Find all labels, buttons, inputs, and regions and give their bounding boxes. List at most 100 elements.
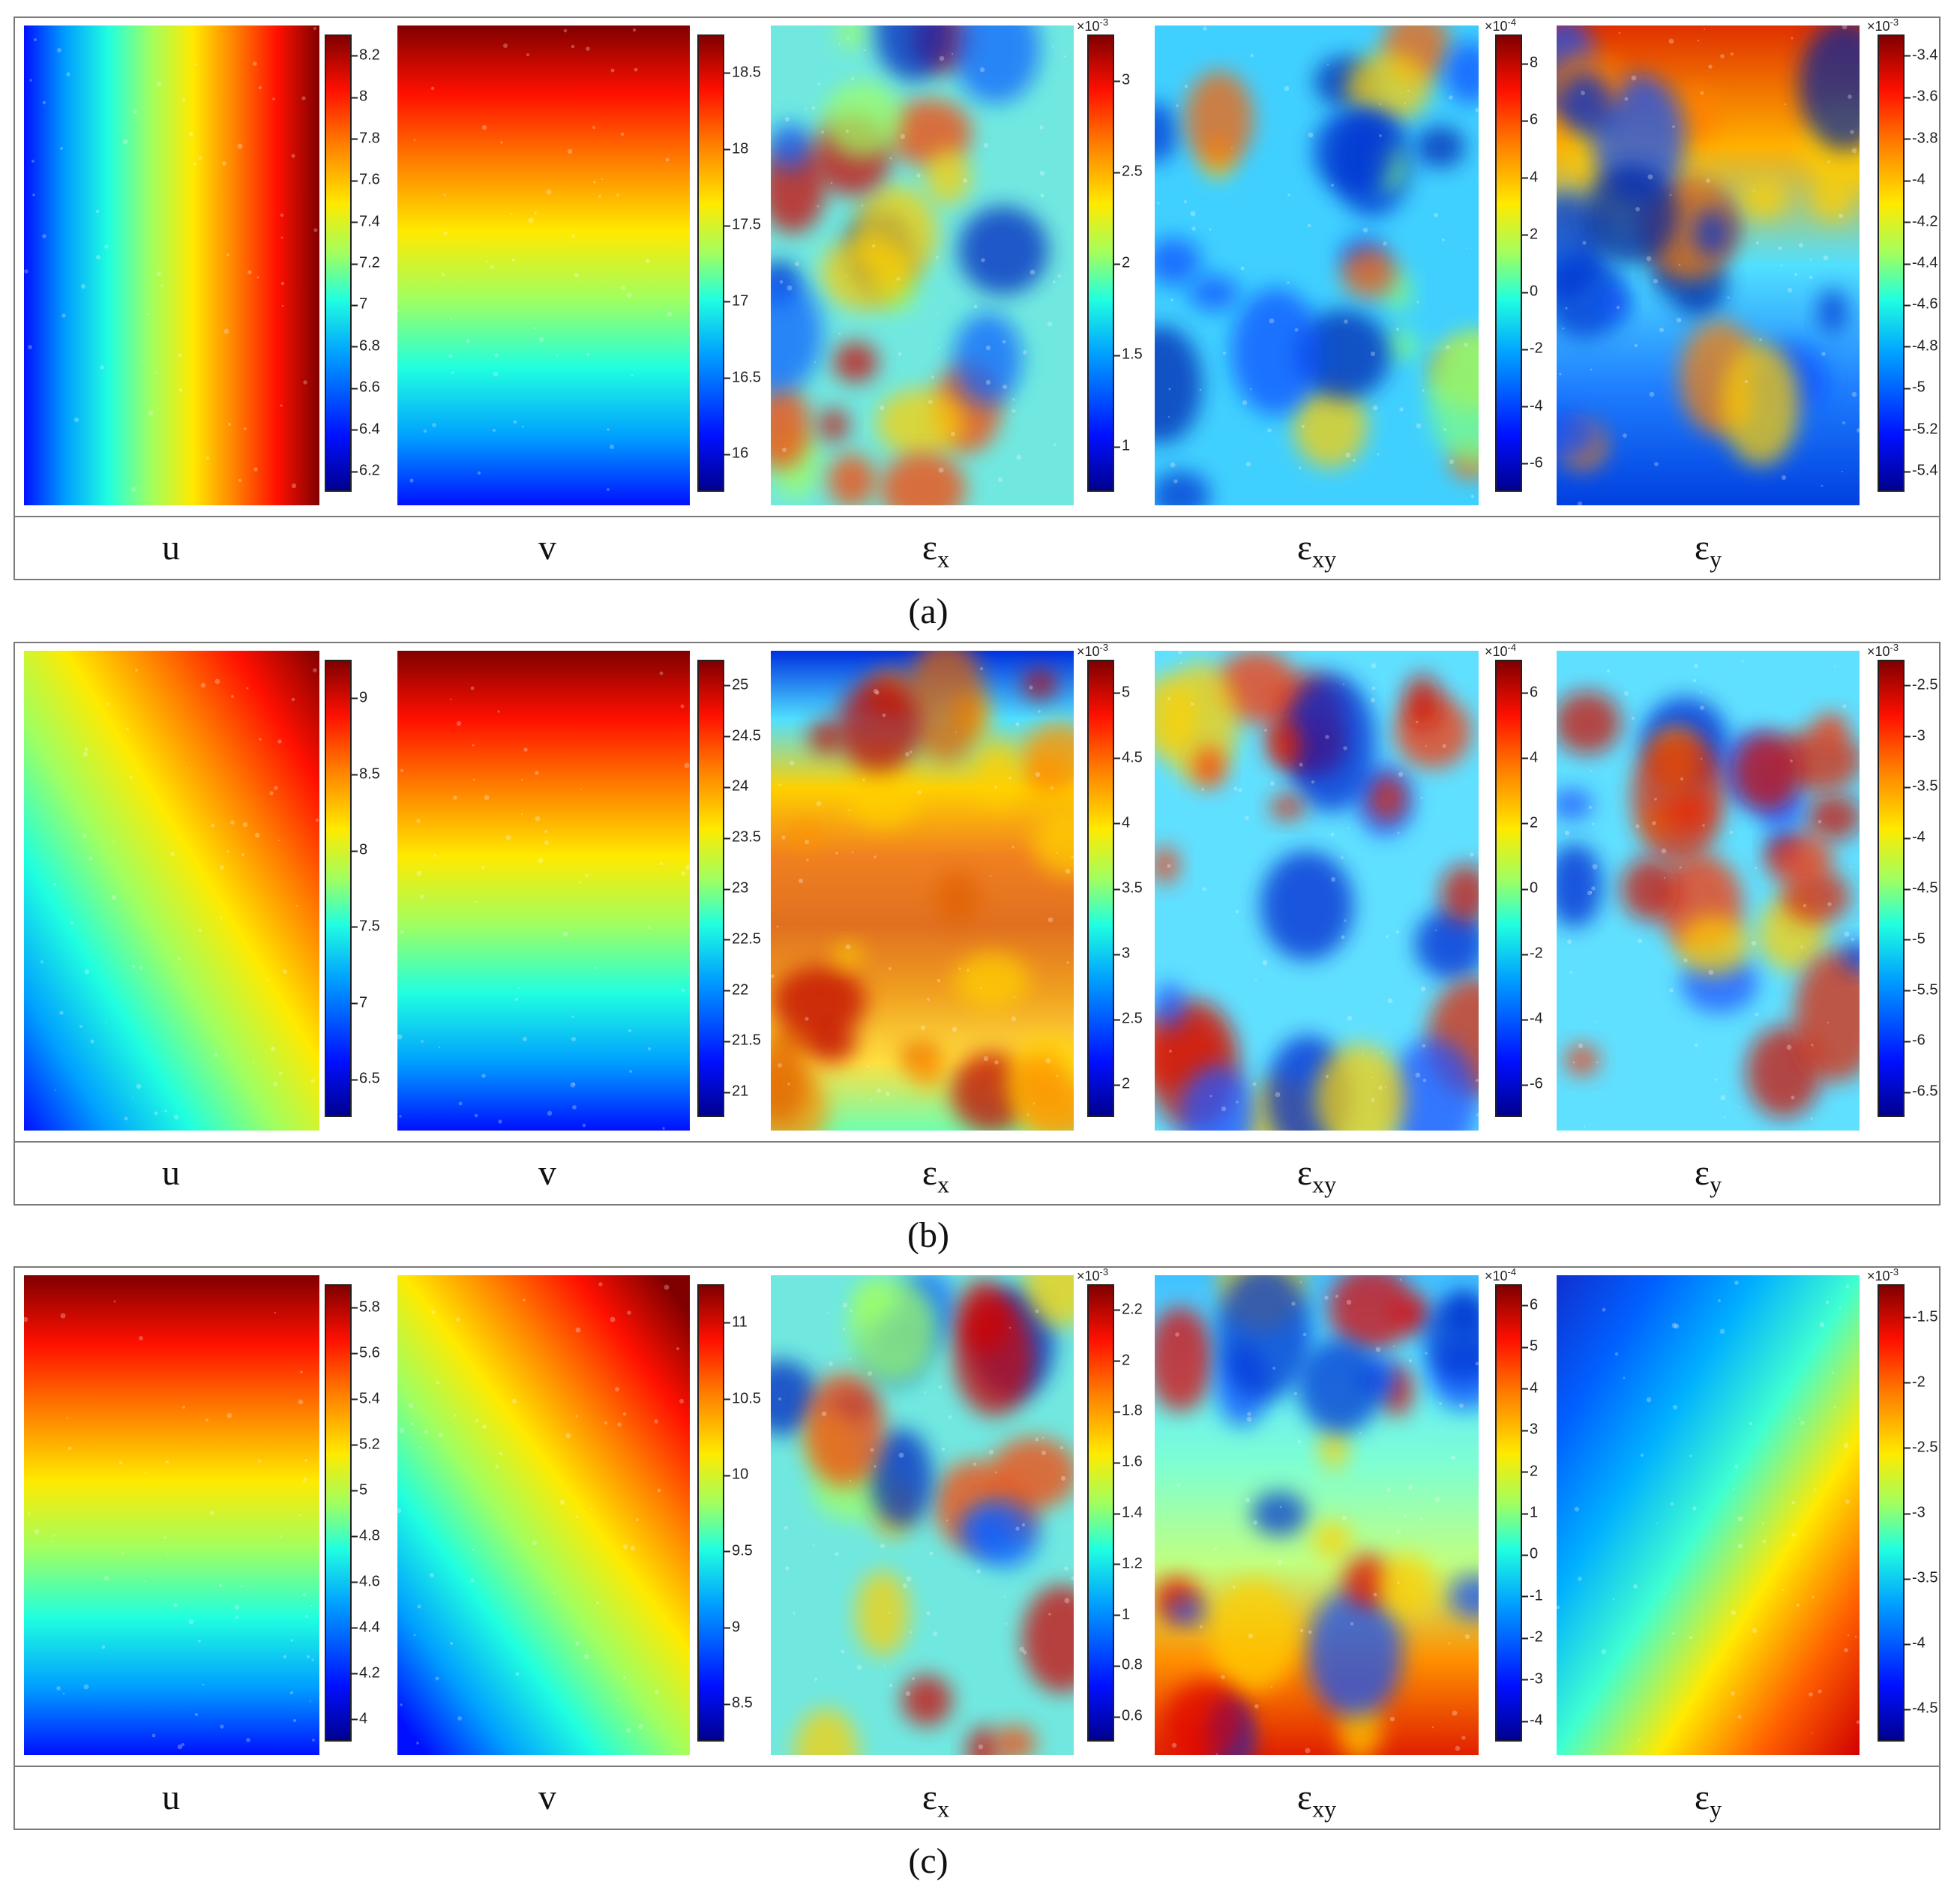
colorbar-tick-label: -4.5 — [1904, 879, 1938, 897]
colorbar-tick-label: -4 — [1522, 397, 1543, 415]
colorbar-tick-label: 8.5 — [724, 1694, 753, 1712]
colorbar-tick-label: -3 — [1905, 727, 1926, 744]
contour-map — [1155, 651, 1479, 1131]
colorbar-tick-label: 8.2 — [352, 46, 380, 64]
colorbar-tick-label: 3 — [1113, 945, 1131, 962]
panel-caption: (c) — [908, 1841, 949, 1881]
colorbar-tick-label: 4.5 — [1114, 749, 1143, 766]
colorbar-tick-label: 5 — [351, 1481, 368, 1498]
colorbar-tick-label: 5 — [1113, 684, 1131, 701]
colorbar-tick-label: 5.4 — [352, 1390, 380, 1406]
column-label: εxy — [1296, 1153, 1337, 1198]
colorbar — [1495, 1284, 1522, 1742]
colorbar — [325, 1284, 352, 1742]
colorbar-tick-label: -5 — [1905, 379, 1926, 396]
colorbar-tick-label: 8 — [351, 88, 368, 105]
colorbar-exponent: ×10-3 — [1867, 16, 1899, 34]
colorbar-tick-label: 3 — [1113, 71, 1131, 88]
colorbar-tick-label: 2.5 — [1114, 163, 1143, 180]
colorbar-tick-label: 5.2 — [352, 1436, 380, 1452]
colorbar-tick-label: 6.6 — [352, 379, 380, 396]
colorbar-exponent: ×10-4 — [1485, 642, 1517, 659]
colorbar-tick-label: 2 — [1521, 226, 1539, 243]
colorbar-tick-label: 2.2 — [1114, 1301, 1143, 1318]
colorbar-tick-label: 4.4 — [352, 1619, 380, 1635]
contour-map — [1557, 1275, 1860, 1755]
colorbar-tick-label: 1.5 — [1114, 346, 1143, 363]
colorbar-tick-label: 2 — [1113, 1075, 1131, 1092]
contour-map — [397, 25, 690, 505]
colorbar-tick-label: 4 — [351, 1710, 368, 1727]
colorbar-tick-label: 18.5 — [724, 64, 761, 81]
colorbar-tick-label: 10 — [724, 1466, 749, 1483]
colorbar-tick-label: 6.2 — [352, 462, 380, 479]
colorbar-tick-label: -4.6 — [1904, 295, 1938, 313]
colorbar-tick-label: -4.8 — [1904, 337, 1938, 355]
colorbar-tick-label: 6 — [1521, 684, 1539, 701]
colorbar-tick-label: 1.4 — [1114, 1504, 1143, 1521]
colorbar-tick-label: 16 — [724, 445, 749, 462]
colorbar-tick-label: 8 — [351, 841, 368, 858]
colorbar-tick-label: 10.5 — [724, 1390, 761, 1406]
contour-map — [1557, 25, 1860, 505]
colorbar-exponent: ×10-3 — [1077, 1266, 1109, 1283]
colorbar-tick-label: -3 — [1522, 1670, 1543, 1688]
contour-map — [1557, 651, 1860, 1131]
colorbar-tick-label: -2 — [1522, 340, 1543, 357]
contour-map — [1155, 25, 1479, 505]
colorbar-tick-label: 23 — [724, 879, 749, 897]
colorbar-tick-label: -4 — [1905, 1634, 1926, 1652]
colorbar-tick-label: 4.6 — [352, 1573, 380, 1589]
colorbar-tick-label: 18 — [724, 140, 749, 157]
colorbar-tick-label: 21 — [724, 1083, 749, 1100]
column-label: v — [538, 1778, 556, 1817]
colorbar-tick-label: -2 — [1522, 945, 1543, 962]
colorbar-tick-label: -3.8 — [1904, 130, 1938, 147]
colorbar-tick-label: -6 — [1522, 1075, 1543, 1092]
colorbar-tick-label: 1 — [1113, 1606, 1131, 1623]
panel-frame — [13, 1266, 1941, 1830]
contour-map — [771, 1275, 1074, 1755]
colorbar — [1495, 660, 1522, 1117]
colorbar-tick-label: -4 — [1905, 171, 1926, 188]
colorbar-tick-label: 8.5 — [352, 765, 380, 782]
colorbar-tick-label: -6 — [1905, 1032, 1926, 1049]
colorbar-tick-label: -4 — [1522, 1010, 1543, 1027]
column-label: εx — [922, 528, 950, 573]
colorbar-tick-label: 1 — [1521, 1504, 1539, 1521]
column-label: εx — [922, 1153, 950, 1198]
colorbar-tick-label: 0.8 — [1114, 1656, 1143, 1673]
colorbar-tick-label: 3 — [1521, 1421, 1539, 1438]
contour-map — [24, 1275, 319, 1755]
colorbar-tick-label: 22.5 — [724, 930, 761, 948]
colorbar-exponent: ×10-4 — [1485, 16, 1517, 34]
colorbar-exponent: ×10-3 — [1867, 642, 1899, 659]
colorbar-tick-label: 21.5 — [724, 1032, 761, 1049]
colorbar-tick-label: 7.6 — [352, 171, 380, 188]
colorbar-tick-label: -3.6 — [1904, 88, 1938, 105]
column-label: εy — [1694, 1778, 1722, 1823]
colorbar-tick-label: 1 — [1113, 437, 1131, 454]
colorbar-tick-label: 24.5 — [724, 727, 761, 744]
colorbar-tick-label: -1 — [1522, 1587, 1543, 1604]
colorbar-tick-label: 17 — [724, 292, 749, 310]
colorbar-tick-label: -6 — [1522, 454, 1543, 472]
contour-map — [397, 1275, 690, 1755]
column-label-row: u v εx εxy εy — [13, 1141, 1941, 1206]
colorbar-tick-label: 0 — [1521, 879, 1539, 897]
colorbar-tick-label: -3.5 — [1904, 777, 1938, 795]
colorbar-tick-label: -3.4 — [1904, 46, 1938, 64]
colorbar-tick-label: -3.5 — [1904, 1569, 1938, 1586]
colorbar-tick-label: 2 — [1113, 254, 1131, 271]
colorbar-tick-label: 7 — [351, 295, 368, 313]
panel-caption: (a) — [908, 592, 949, 631]
colorbar-tick-label: 6.4 — [352, 421, 380, 438]
column-label: εxy — [1296, 1778, 1337, 1823]
colorbar-tick-label: -5 — [1905, 930, 1926, 948]
colorbar-tick-label: 4 — [1521, 749, 1539, 766]
colorbar-tick-label: 23.5 — [724, 828, 761, 846]
colorbar-tick-label: 4.2 — [352, 1664, 380, 1681]
colorbar-tick-label: 9 — [724, 1619, 741, 1635]
column-label: εy — [1694, 528, 1722, 573]
colorbar-tick-label: 9 — [351, 689, 368, 706]
